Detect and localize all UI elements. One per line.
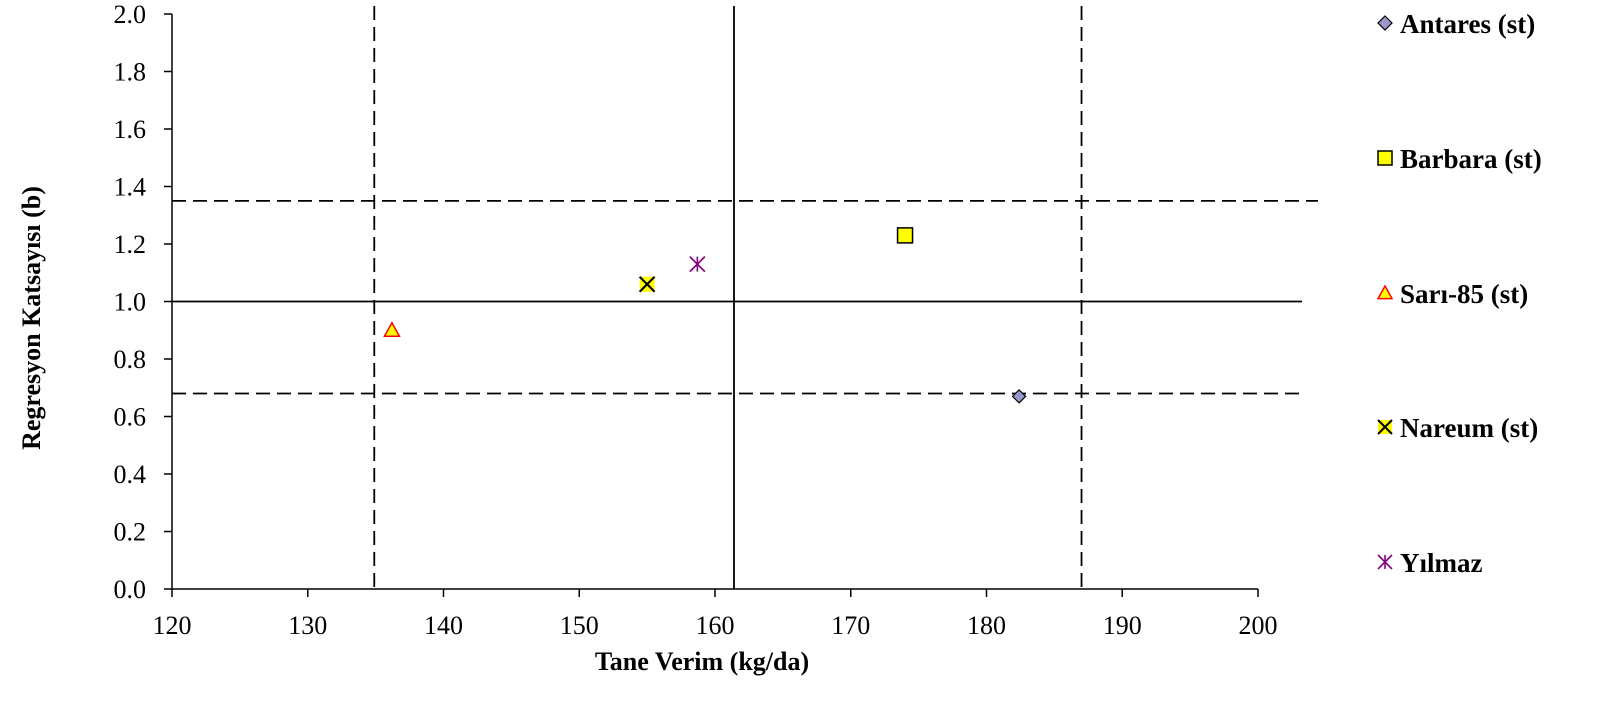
x-tick-label: 170 bbox=[831, 611, 870, 640]
x-tick-label: 190 bbox=[1103, 611, 1142, 640]
x-tick-label: 180 bbox=[967, 611, 1006, 640]
legend-label: Yılmaz bbox=[1400, 548, 1482, 578]
y-ticks: 0.0 0.2 0.4 0.6 0.8 1.0 1.2 1.4 1.6 1.8 2.0 bbox=[114, 0, 172, 604]
x-tick-label: 150 bbox=[560, 611, 599, 640]
legend-item-2: Sarı-85 (st) bbox=[1376, 279, 1528, 309]
y-tick-label: 0.8 bbox=[114, 345, 147, 374]
legend: Antares (st) Barbara (st) Sarı-85 (st) Nare… bbox=[1376, 9, 1542, 578]
y-tick-label: 2.0 bbox=[114, 0, 147, 29]
y-tick-label: 0.6 bbox=[114, 403, 147, 432]
y-tick-label: 1.6 bbox=[114, 115, 147, 144]
x-tick-label: 200 bbox=[1239, 611, 1278, 640]
legend-label: Nareum (st) bbox=[1400, 413, 1538, 443]
data-point-4-0 bbox=[689, 256, 706, 273]
reference-lines bbox=[172, 6, 1318, 589]
y-tick-label: 0.2 bbox=[114, 518, 147, 547]
y-tick-label: 1.2 bbox=[114, 230, 147, 259]
data-points bbox=[383, 227, 1027, 404]
legend-marker-0 bbox=[1377, 15, 1393, 31]
data-point-2-0 bbox=[383, 321, 401, 337]
legend-item-3: Nareum (st) bbox=[1377, 413, 1538, 443]
y-axis-title: Regresyon Katsayısı (b) bbox=[17, 186, 46, 450]
data-point-3-0 bbox=[638, 276, 656, 293]
y-tick-label: 0.4 bbox=[114, 460, 147, 489]
x-tick-label: 120 bbox=[153, 611, 192, 640]
legend-label: Sarı-85 (st) bbox=[1400, 279, 1528, 309]
x-tick-label: 160 bbox=[696, 611, 735, 640]
legend-item-0: Antares (st) bbox=[1377, 9, 1535, 39]
legend-marker-2 bbox=[1376, 284, 1394, 300]
legend-marker-4 bbox=[1377, 554, 1393, 570]
y-tick-label: 1.8 bbox=[114, 58, 147, 87]
x-tick-label: 130 bbox=[288, 611, 327, 640]
legend-marker-3 bbox=[1377, 419, 1393, 435]
legend-label: Antares (st) bbox=[1400, 9, 1535, 39]
x-tick-label: 140 bbox=[424, 611, 463, 640]
x-ticks: 120 130 140 150 160 170 180 190 200 bbox=[153, 589, 1278, 640]
y-tick-label: 0.0 bbox=[114, 575, 147, 604]
legend-marker-1 bbox=[1377, 150, 1393, 166]
y-tick-label: 1.0 bbox=[114, 288, 147, 317]
x-axis-title: Tane Verim (kg/da) bbox=[595, 647, 809, 676]
data-point-0-0 bbox=[1011, 389, 1027, 404]
y-tick-label: 1.4 bbox=[114, 173, 147, 202]
legend-label: Barbara (st) bbox=[1400, 144, 1542, 174]
legend-item-4: Yılmaz bbox=[1377, 548, 1482, 578]
legend-item-1: Barbara (st) bbox=[1377, 144, 1542, 174]
data-point-1-0 bbox=[896, 227, 914, 244]
